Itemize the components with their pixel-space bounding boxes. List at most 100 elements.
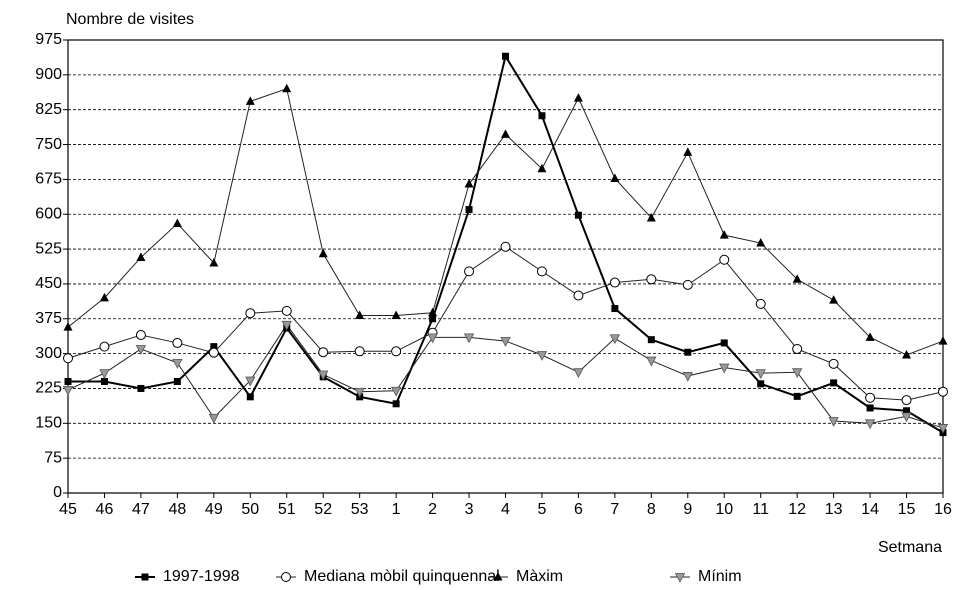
marker: [719, 230, 729, 239]
marker: [245, 308, 256, 319]
x-tick-label: 53: [351, 501, 369, 518]
x-tick-label: 10: [715, 501, 733, 518]
marker: [246, 393, 254, 401]
series-line: [67, 88, 944, 356]
x-tick-label: 16: [934, 501, 952, 518]
marker: [573, 93, 583, 102]
x-tick-label: 8: [647, 501, 656, 518]
marker: [135, 345, 147, 355]
marker: [282, 83, 292, 93]
marker: [792, 343, 803, 354]
marker: [755, 369, 766, 379]
marker: [792, 368, 803, 379]
marker: [646, 356, 657, 367]
marker: [573, 290, 584, 301]
x-axis-label: Setmana: [878, 539, 942, 556]
x-tick-label: 5: [538, 501, 547, 518]
marker: [355, 310, 365, 320]
marker: [210, 343, 218, 351]
marker: [646, 274, 657, 285]
marker: [136, 252, 146, 261]
marker: [99, 369, 110, 379]
marker: [245, 376, 256, 387]
marker: [172, 337, 183, 348]
marker: [609, 277, 620, 288]
marker: [864, 419, 876, 430]
marker: [865, 332, 875, 341]
x-tick-label: 45: [59, 501, 77, 518]
plot-frame: [67, 39, 944, 494]
legend-label: Màxim: [516, 568, 563, 585]
x-tick-label: 49: [205, 501, 223, 518]
marker: [537, 163, 547, 173]
marker: [647, 336, 655, 344]
marker: [463, 333, 475, 344]
y-tick-label: 750: [35, 136, 62, 153]
marker: [719, 254, 730, 265]
marker: [135, 330, 146, 341]
marker: [428, 307, 438, 317]
y-tick-label: 900: [35, 66, 62, 83]
marker: [501, 129, 510, 138]
marker: [538, 112, 546, 120]
x-tick-label: 51: [278, 501, 296, 518]
marker: [830, 379, 838, 387]
marker: [64, 377, 72, 385]
x-tick-label: 3: [465, 501, 474, 518]
marker: [245, 96, 255, 105]
marker: [755, 298, 766, 309]
y-axis-label: Nombre de visites: [66, 11, 194, 28]
marker: [281, 320, 292, 331]
y-tick-label: 525: [35, 240, 62, 257]
marker: [172, 218, 182, 228]
marker: [902, 350, 912, 359]
marker: [828, 358, 839, 369]
marker: [62, 385, 74, 396]
marker: [610, 173, 620, 182]
x-tick-label: 9: [683, 501, 692, 518]
x-tick-label: 12: [788, 501, 806, 518]
legend-item: Màxim: [488, 568, 563, 585]
marker: [100, 377, 108, 385]
x-tick-label: 15: [898, 501, 916, 518]
marker: [502, 52, 509, 60]
marker: [63, 353, 73, 364]
y-tick-label: 825: [35, 101, 62, 118]
marker: [536, 351, 548, 361]
y-tick-label: 150: [35, 415, 62, 432]
marker: [901, 395, 912, 406]
legend-item: 1997-1998: [135, 568, 240, 585]
marker: [536, 266, 547, 277]
marker: [391, 310, 401, 320]
marker: [574, 211, 582, 219]
marker: [429, 315, 437, 323]
marker: [573, 368, 584, 379]
marker: [281, 572, 291, 582]
x-tick-label: 6: [574, 501, 583, 518]
marker: [465, 206, 473, 214]
y-tick-label: 450: [35, 275, 62, 292]
marker: [500, 337, 511, 347]
marker: [682, 372, 693, 382]
marker: [99, 341, 110, 352]
marker: [937, 424, 949, 434]
marker: [141, 573, 149, 581]
marker: [63, 322, 73, 331]
marker: [674, 573, 686, 583]
marker: [208, 347, 219, 358]
y-tick-label: 75: [44, 449, 62, 466]
legend-label: 1997-1998: [163, 568, 240, 585]
marker: [318, 370, 329, 381]
marker: [392, 400, 400, 408]
y-tick-label: 0: [53, 484, 62, 501]
legend-label: Mediana mòbil quinquennal: [304, 568, 500, 585]
x-tick-label: 50: [241, 501, 259, 518]
marker: [137, 384, 145, 392]
marker: [793, 392, 801, 400]
marker: [172, 359, 183, 369]
legend-item: Mínim: [670, 568, 742, 585]
legend-label: Mínim: [698, 568, 742, 585]
y-tick-label: 225: [35, 380, 62, 397]
marker: [684, 348, 692, 356]
